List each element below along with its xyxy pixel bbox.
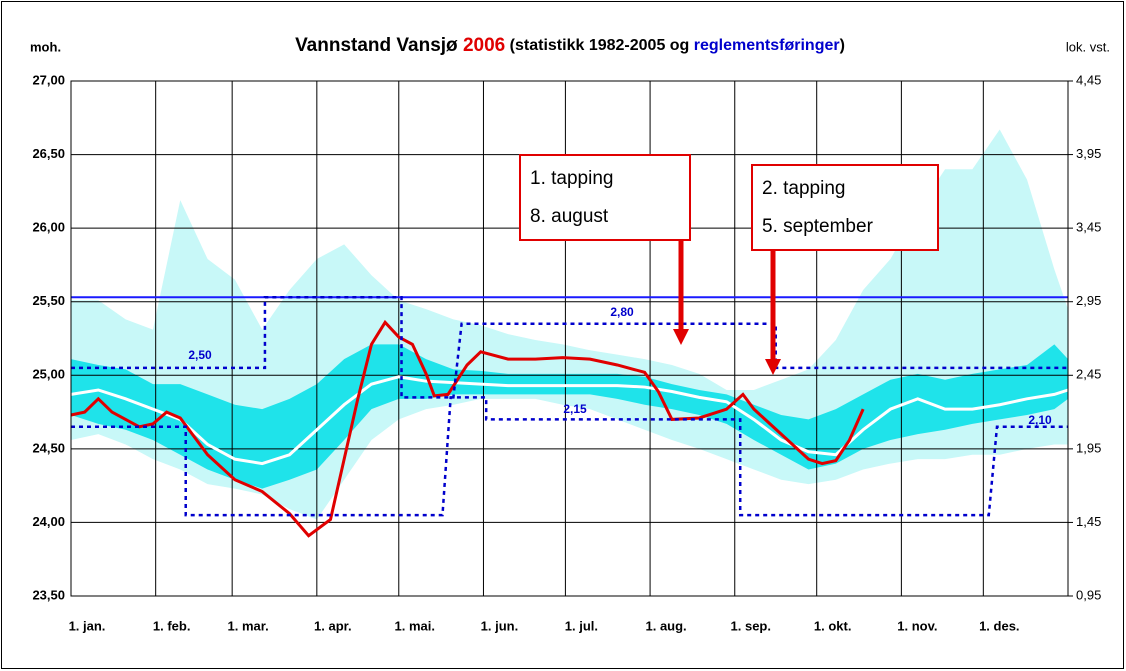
x-tick-label: 1. jan.	[69, 618, 106, 633]
callout-box	[751, 164, 939, 251]
y2-tick-label: 3,45	[1076, 220, 1101, 235]
y-tick-label: 26,00	[32, 220, 65, 235]
y-axis-label: moh.	[30, 39, 61, 54]
x-tick-label: 1. nov.	[897, 618, 937, 633]
arrow-head	[765, 359, 781, 375]
callout-text: 1. tapping	[530, 168, 613, 189]
series-line	[70, 319, 865, 538]
title-part: (statistikk 1982-2005 og	[505, 37, 694, 54]
y2-tick-label: 0,95	[1076, 587, 1101, 602]
y-tick-label: 24,50	[32, 440, 65, 455]
y-tick-label: 25,50	[32, 293, 65, 308]
y2-tick-label: 1,95	[1076, 440, 1101, 455]
y-tick-label: 24,00	[32, 514, 65, 529]
plot-border	[70, 80, 1069, 597]
x-tick-label: 1. jun.	[481, 618, 519, 633]
y-tick-label: 27,00	[32, 72, 65, 87]
x-tick-label: 1. apr.	[314, 618, 352, 633]
arrow-head	[673, 329, 689, 345]
series-line	[71, 396, 1068, 517]
x-tick-label: 1. okt.	[814, 618, 852, 633]
x-tick-label: 1. sep.	[731, 618, 771, 633]
callout-text: 5. september	[762, 216, 874, 237]
annotation: 2,80	[610, 305, 634, 319]
x-tick-label: 1. aug.	[645, 618, 686, 633]
annotation: 2,50	[188, 348, 212, 362]
x-tick-label: 1. mar.	[228, 618, 269, 633]
y2-tick-label: 1,45	[1076, 514, 1101, 529]
title-part: reglementsføringer	[694, 37, 840, 54]
y-tick-label: 25,00	[32, 367, 65, 382]
annotation: 2,15	[563, 402, 587, 416]
title-part: Vannstand Vansjø	[295, 35, 463, 56]
y2-tick-label: 2,95	[1076, 293, 1101, 308]
y-tick-label: 23,50	[32, 587, 65, 602]
title-part: )	[840, 37, 845, 54]
annotation: 2,10	[1028, 413, 1052, 427]
callout-text: 2. tapping	[762, 178, 845, 199]
x-tick-label: 1. des.	[979, 618, 1019, 633]
callout-text: 8. august	[530, 206, 609, 227]
title-part: 2006	[463, 35, 505, 56]
x-tick-label: 1. feb.	[153, 618, 191, 633]
y2-tick-label: 4,45	[1076, 72, 1101, 87]
y2-tick-label: 2,45	[1076, 367, 1101, 382]
series-line	[70, 375, 1069, 466]
y2-tick-label: 3,95	[1076, 146, 1101, 161]
x-tick-label: 1. jul.	[565, 618, 598, 633]
y2-axis-label: lok. vst.	[1066, 39, 1110, 54]
series-line	[71, 296, 1068, 399]
x-tick-label: 1. mai.	[395, 618, 435, 633]
y-tick-label: 26,50	[32, 146, 65, 161]
callout-box	[519, 154, 691, 241]
chart-title: Vannstand Vansjø 2006 (statistikk 1982-2…	[295, 35, 845, 56]
